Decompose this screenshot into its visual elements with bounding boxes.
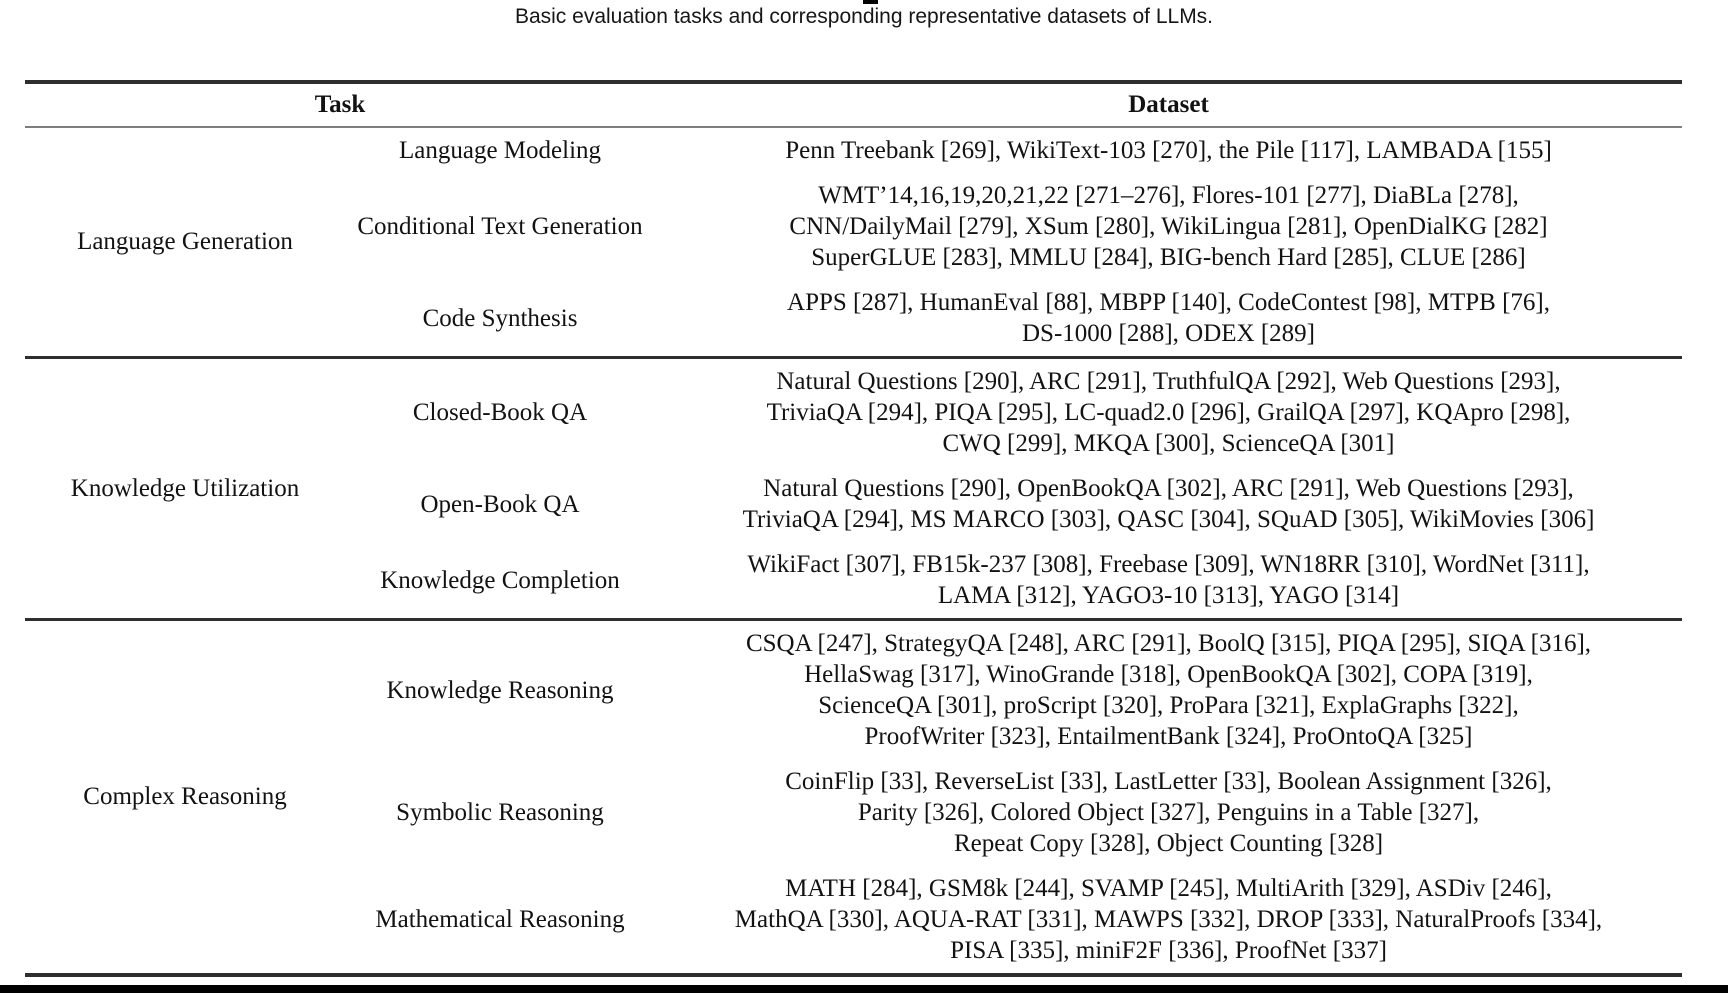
task-label: Open-Book QA [420, 490, 580, 518]
task-label: Knowledge Completion [380, 566, 620, 594]
table-row: Closed-Book QA Natural Questions [290], … [345, 359, 1682, 466]
dataset-list: WikiFact [307], FB15k-237 [308], Freebas… [747, 551, 1590, 609]
group-label: Knowledge Utilization [70, 474, 300, 502]
section-language-generation: Language Generation Language Modeling Pe… [25, 128, 1682, 359]
task-label: Code Synthesis [422, 304, 578, 332]
task-label: Symbolic Reasoning [396, 799, 604, 826]
table-row: Symbolic Reasoning CoinFlip [33], Revers… [345, 759, 1682, 866]
table-row: Open-Book QA Natural Questions [290], Op… [345, 466, 1682, 542]
task-label: Knowledge Reasoning [386, 676, 614, 704]
group-label: Language Generation [77, 228, 293, 255]
task-label: Conditional Text Generation [357, 213, 643, 240]
column-header-task: Task [314, 91, 366, 118]
task-label: Language Modeling [398, 137, 602, 164]
dataset-list: CSQA [247], StrategyQA [248], ARC [291],… [745, 630, 1592, 750]
dataset-list: Penn Treebank [269], WikiText-103 [270],… [785, 137, 1552, 164]
section-complex-reasoning: Complex Reasoning Knowledge Reasoning CS… [25, 621, 1682, 973]
task-label: Mathematical Reasoning [375, 906, 625, 933]
dataset-list: WMT’14,16,19,20,21,22 [271–276], Flores-… [789, 182, 1548, 271]
table-row: Code Synthesis APPS [287], HumanEval [88… [345, 280, 1682, 356]
dataset-list: CoinFlip [33], ReverseList [33], LastLet… [785, 768, 1552, 857]
dataset-list: APPS [287], HumanEval [88], MBPP [140], … [787, 289, 1550, 347]
table-caption: Basic evaluation tasks and corresponding… [514, 5, 1214, 28]
table-row: Language Modeling Penn Treebank [269], W… [345, 128, 1682, 173]
evaluation-tasks-table: Task Dataset Language Generation Languag… [25, 80, 1682, 977]
table-row: Knowledge Completion WikiFact [307], FB1… [345, 542, 1682, 618]
bottom-screen-edge-bar [0, 985, 1728, 993]
table-header-row: Task Dataset [25, 84, 1682, 128]
table-row: Conditional Text Generation WMT’14,16,19… [345, 173, 1682, 280]
table-row: Mathematical Reasoning MATH [284], GSM8k… [345, 866, 1682, 973]
dataset-list: MATH [284], GSM8k [244], SVAMP [245], Mu… [734, 875, 1603, 964]
dataset-list: Natural Questions [290], OpenBookQA [302… [742, 475, 1595, 533]
column-header-dataset: Dataset [1128, 91, 1209, 118]
group-label: Complex Reasoning [83, 783, 287, 810]
table-row: Knowledge Reasoning CSQA [247], Strategy… [345, 621, 1682, 759]
dataset-list: Natural Questions [290], ARC [291], Trut… [766, 368, 1571, 457]
clipped-text-fragment [863, 0, 878, 4]
task-label: Closed-Book QA [412, 399, 588, 426]
section-knowledge-utilization: Knowledge Utilization Closed-Book QA Nat… [25, 359, 1682, 621]
